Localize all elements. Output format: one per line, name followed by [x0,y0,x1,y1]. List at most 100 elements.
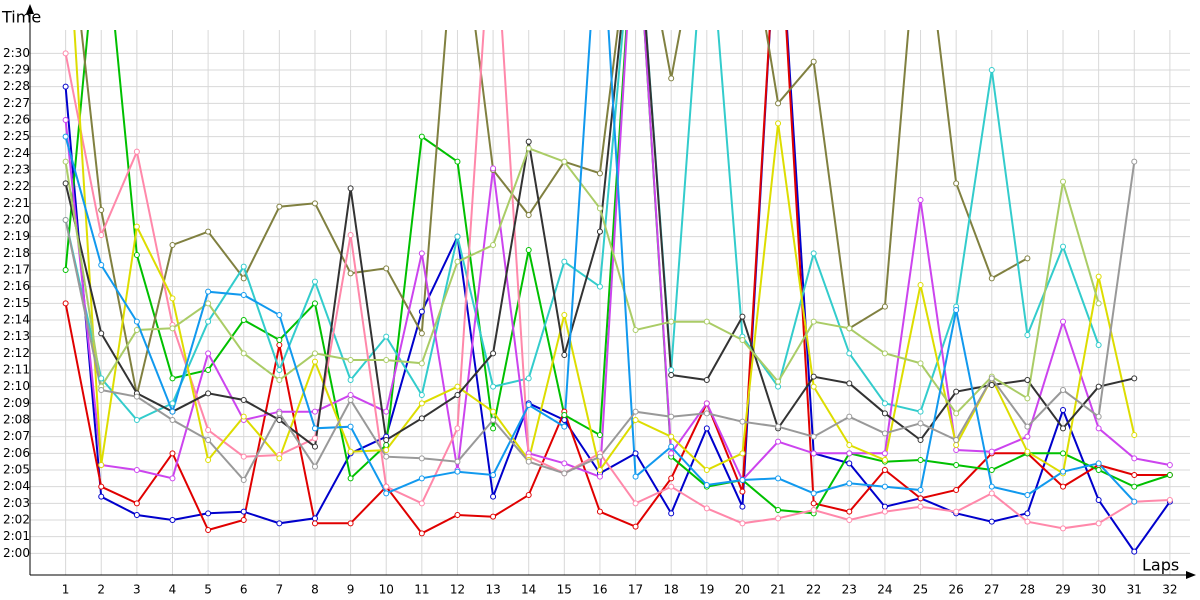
point [62,83,69,90]
x-tick-label: 31 [1127,583,1142,597]
point [632,417,639,423]
y-tick-label: 2:03 [3,496,30,510]
point [1131,455,1138,462]
point [311,200,318,207]
point [703,467,710,473]
point [347,185,354,192]
y-tick-label: 2:28 [3,79,30,93]
point [454,383,461,390]
point [917,420,924,427]
point [418,250,425,257]
point [133,467,140,473]
y-tick-label: 2:01 [3,529,30,543]
y-tick-label: 2:21 [3,196,30,210]
point [347,397,354,403]
y-tick-label: 2:26 [3,113,30,127]
point [1024,510,1031,517]
point [1060,468,1067,475]
point [276,455,283,462]
y-tick-label: 2:23 [3,163,30,177]
point [490,408,497,415]
point [98,493,105,500]
point [169,325,176,332]
point [454,468,461,475]
y-tick-label: 2:11 [3,363,30,377]
point [240,275,247,282]
point [133,223,140,230]
point [311,300,318,307]
point [810,250,817,257]
point [703,425,710,432]
point [383,408,390,415]
point [311,435,318,442]
x-tick-label: 25 [913,583,928,597]
point [917,408,924,415]
point [133,327,140,333]
point [240,317,247,323]
point [1060,387,1067,393]
point [846,442,853,448]
y-tick-label: 2:25 [3,129,30,143]
y-tick-label: 2:30 [3,46,30,60]
point [276,203,283,210]
y-tick-label: 2:15 [3,296,30,310]
point [133,393,140,400]
x-tick-label: 14 [521,583,536,597]
point [276,410,283,417]
x-tick-label: 21 [770,583,785,597]
point [62,158,69,165]
series-line [80,30,1028,396]
point [561,312,568,318]
point [1060,407,1067,413]
point [739,313,746,320]
point [1131,483,1138,490]
point [490,350,497,357]
point [561,423,568,430]
point [988,483,995,490]
y-tick-label: 2:27 [3,96,30,110]
point [846,380,853,387]
point [490,417,497,423]
point [1131,432,1138,438]
point [454,512,461,518]
x-tick-label: 17 [628,583,643,597]
point [418,330,425,337]
point [525,492,532,498]
point [525,247,532,253]
point [739,477,746,483]
point [383,265,390,272]
point [169,408,176,415]
point [240,413,247,420]
point [846,325,853,332]
point [1095,273,1102,280]
point [1095,383,1102,390]
point [953,487,960,493]
point [205,318,212,325]
grid [30,30,1190,575]
point [810,490,817,497]
point [917,282,924,288]
point [953,442,960,448]
y-tick-label: 2:16 [3,279,30,293]
point [205,527,212,533]
x-tick-label: 24 [877,583,892,597]
x-tick-label: 10 [379,583,394,597]
point [739,418,746,425]
point [953,437,960,443]
x-tick-label: 27 [984,583,999,597]
point [1024,433,1031,440]
series-line [64,30,1171,515]
point [454,458,461,465]
point [1166,497,1173,503]
y-tick-label: 2:24 [3,146,30,160]
point [846,460,853,467]
point [739,503,746,510]
point [383,357,390,363]
point [1024,255,1031,262]
point [383,490,390,497]
x-tick-label: 4 [169,583,177,597]
point [311,358,318,365]
x-tick-label: 12 [450,583,465,597]
point [276,520,283,527]
